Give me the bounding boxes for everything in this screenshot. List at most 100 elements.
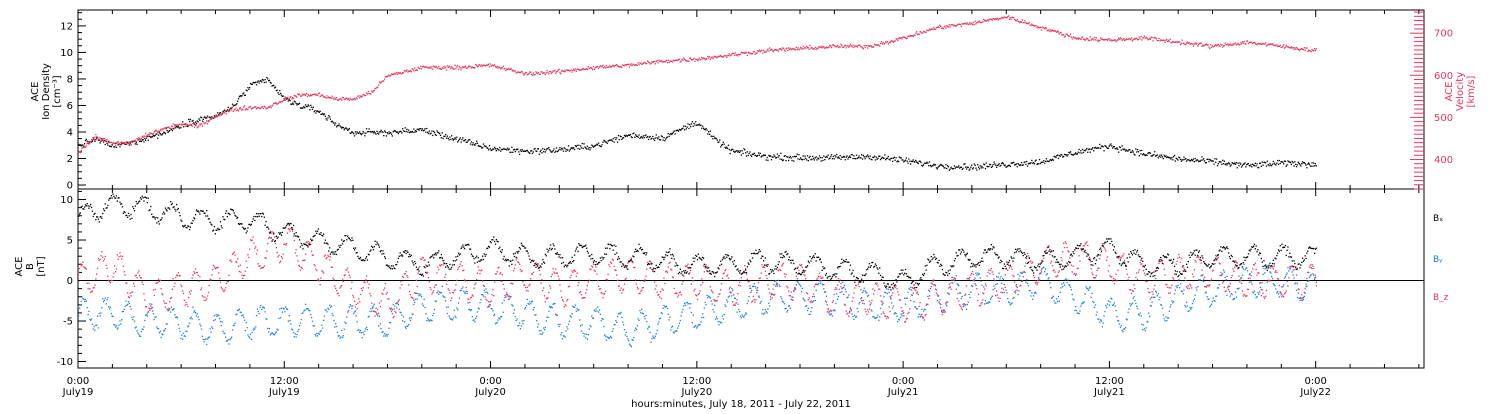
- velocity-point: [179, 124, 180, 125]
- density-point: [549, 149, 550, 150]
- density-point: [1086, 148, 1087, 149]
- density-point: [1254, 165, 1255, 166]
- density-point: [406, 131, 407, 132]
- by-point: [497, 322, 498, 323]
- density-point: [783, 159, 784, 160]
- velocity-point: [193, 124, 194, 125]
- by-point: [503, 312, 504, 313]
- density-point: [451, 135, 452, 136]
- bz-point: [141, 277, 142, 278]
- bz-point: [217, 267, 218, 268]
- by-point: [420, 294, 421, 295]
- by-point: [780, 296, 781, 297]
- density-point: [448, 138, 449, 139]
- density-point: [852, 158, 853, 159]
- bz-point: [192, 274, 193, 275]
- by-point: [364, 331, 365, 332]
- velocity-point: [679, 59, 680, 60]
- bz-point: [365, 279, 366, 280]
- velocity-point: [119, 144, 120, 145]
- by-point: [979, 273, 980, 274]
- velocity-point: [532, 75, 533, 76]
- velocity-point: [785, 51, 786, 52]
- by-point: [1013, 297, 1014, 298]
- density-point: [908, 158, 909, 159]
- density-point: [372, 131, 373, 132]
- by-point: [281, 308, 282, 309]
- bz-point: [263, 267, 264, 268]
- by-point: [518, 325, 519, 326]
- velocity-point: [458, 69, 459, 70]
- by-point: [289, 320, 290, 321]
- velocity-axis-label-line: Velocity: [1455, 72, 1466, 111]
- bz-point: [150, 305, 151, 306]
- by-point: [736, 312, 737, 313]
- density-point: [488, 149, 489, 150]
- density-point: [552, 151, 553, 152]
- by-point: [1286, 274, 1287, 275]
- velocity-point: [682, 60, 683, 61]
- by-point: [616, 322, 617, 323]
- bz-point: [157, 282, 158, 283]
- by-point: [456, 307, 457, 308]
- bz-point: [134, 286, 135, 287]
- velocity-point: [1286, 45, 1287, 46]
- density-point: [1291, 164, 1292, 165]
- density-point: [178, 126, 179, 127]
- by-point: [683, 305, 684, 306]
- density-point: [1039, 159, 1040, 160]
- by-point: [836, 293, 837, 294]
- by-point: [888, 289, 889, 290]
- density-point: [248, 89, 249, 90]
- velocity-point: [80, 152, 81, 153]
- by-point: [578, 309, 579, 310]
- density-point: [214, 115, 215, 116]
- by-point: [748, 300, 749, 301]
- velocity-point: [144, 136, 145, 137]
- by-point: [188, 325, 189, 326]
- density-point: [1067, 154, 1068, 155]
- by-point: [1134, 300, 1135, 301]
- velocity-point: [712, 56, 713, 57]
- b-tick-label: -5: [63, 317, 73, 328]
- density-point: [1026, 161, 1027, 162]
- density-point: [728, 145, 729, 146]
- bz-point: [107, 276, 108, 277]
- velocity-point: [1316, 48, 1317, 49]
- density-point: [944, 167, 945, 168]
- bz-point: [285, 244, 286, 245]
- by-point: [786, 311, 787, 312]
- density-point: [414, 132, 415, 133]
- density-point: [1183, 159, 1184, 160]
- by-point: [681, 312, 682, 313]
- density-point: [440, 135, 441, 136]
- velocity-point: [594, 69, 595, 70]
- velocity-point: [1231, 45, 1232, 46]
- density-point: [439, 133, 440, 134]
- by-point: [562, 338, 563, 339]
- density-point: [1309, 164, 1310, 165]
- density-point: [700, 125, 701, 126]
- bz-point: [354, 301, 355, 302]
- bz-point: [226, 283, 227, 284]
- density-point: [950, 169, 951, 170]
- velocity-point: [430, 68, 431, 69]
- density-point: [199, 120, 200, 121]
- velocity-point: [916, 31, 917, 32]
- by-point: [816, 290, 817, 291]
- velocity-point: [206, 120, 207, 121]
- density-point: [656, 134, 657, 135]
- by-point: [418, 295, 419, 296]
- bz-point: [346, 269, 347, 270]
- by-point: [596, 310, 597, 311]
- bz-point: [351, 288, 352, 289]
- velocity-point: [1313, 50, 1314, 51]
- by-point: [344, 329, 345, 330]
- bz-point: [82, 262, 83, 263]
- density-tick-label: 12: [60, 21, 73, 32]
- by-point: [84, 301, 85, 302]
- density-point: [1276, 163, 1277, 164]
- bz-point: [287, 232, 288, 233]
- velocity-point: [638, 62, 639, 63]
- by-point: [332, 313, 333, 314]
